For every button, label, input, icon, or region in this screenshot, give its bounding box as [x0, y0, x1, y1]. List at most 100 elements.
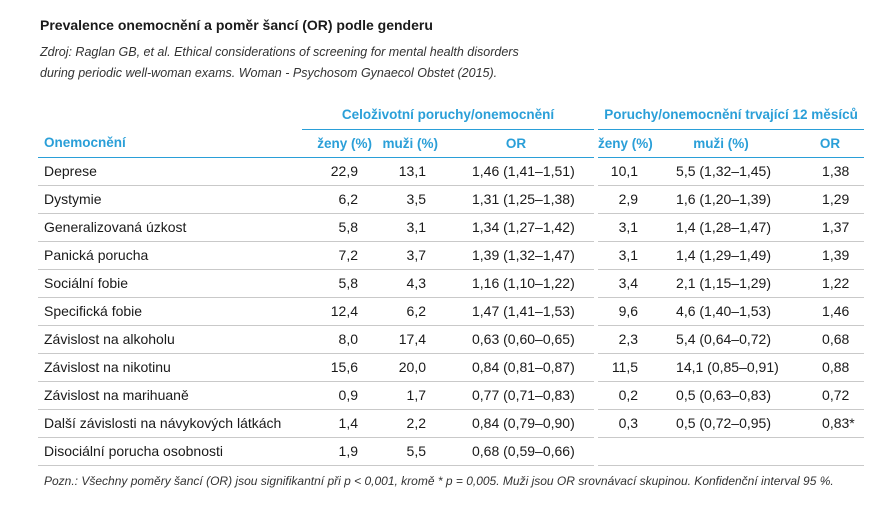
cell-men-lifetime: 4,3: [372, 269, 438, 298]
cell-women-lifetime: 12,4: [302, 297, 372, 326]
cell-men-lifetime: 1,7: [372, 381, 438, 410]
cell-men-lifetime: 2,2: [372, 409, 438, 438]
cell-disease: Další závislosti na návykových látkách: [38, 409, 302, 438]
cell-men-lifetime: 20,0: [372, 353, 438, 382]
cell-or-lifetime: 1,34 (1,27–1,42): [438, 213, 595, 242]
prevalence-table: Celoživotní poruchy/onemocnění Poruchy/o…: [38, 101, 865, 466]
table-row: Závislost na alkoholu 8,0 17,4 0,63 (0,60–0…: [38, 325, 865, 354]
table-row: Další závislosti na návykových látkách 1,…: [38, 409, 865, 438]
cell-women-lifetime: 0,9: [302, 381, 372, 410]
cell-or-lifetime: 1,16 (1,10–1,22): [438, 269, 595, 298]
table-row: Generalizovaná úzkost 5,8 3,1 1,34 (1,27–1,…: [38, 213, 865, 242]
cell-disease: Generalizovaná úzkost: [38, 213, 302, 242]
col-header-women-12m: ženy (%): [598, 129, 653, 158]
cell-women-lifetime: 1,4: [302, 409, 372, 438]
table-row: Závislost na nikotinu 15,6 20,0 0,84 (0,81–…: [38, 353, 865, 382]
cell-men-12m: 1,4 (1,28–1,47): [646, 213, 797, 242]
cell-men-12m: 5,4 (0,64–0,72): [646, 325, 797, 354]
table-row: Deprese 22,9 13,1 1,46 (1,41–1,51) 10,1 5,5 (…: [38, 157, 865, 186]
cell-women-lifetime: 15,6: [302, 353, 372, 382]
cell-women-lifetime: 5,8: [302, 213, 372, 242]
page-title: Prevalence onemocnění a poměr šancí (OR)…: [40, 17, 433, 33]
cell-women-lifetime: 8,0: [302, 325, 372, 354]
cell-or-lifetime: 0,77 (0,71–0,83): [438, 381, 595, 410]
cell-women-12m: 2,3: [598, 325, 647, 354]
cell-women-lifetime: 1,9: [302, 437, 372, 466]
cell-men-12m: 1,4 (1,29–1,49): [646, 241, 797, 270]
cell-or-12m: 0,68: [796, 325, 865, 354]
cell-men-lifetime: 6,2: [372, 297, 438, 326]
cell-women-12m: 0,3: [598, 409, 647, 438]
cell-or-lifetime: 1,39 (1,32–1,47): [438, 241, 595, 270]
cell-or-lifetime: 0,84 (0,81–0,87): [438, 353, 595, 382]
cell-disease: Závislost na marihuaně: [38, 381, 302, 410]
cell-disease: Panická porucha: [38, 241, 302, 270]
cell-disease: Závislost na nikotinu: [38, 353, 302, 382]
cell-disease: Deprese: [38, 157, 302, 186]
cell-or-lifetime: 1,47 (1,41–1,53): [438, 297, 595, 326]
cell-or-lifetime: 0,63 (0,60–0,65): [438, 325, 595, 354]
cell-or-12m: 1,37: [796, 213, 865, 242]
cell-or-lifetime: 1,46 (1,41–1,51): [438, 157, 595, 186]
column-header-row: Onemocnění ženy (%) muži (%) OR ženy (%)…: [38, 129, 865, 158]
col-header-or-12m: OR: [796, 129, 865, 158]
cell-women-12m: 3,1: [598, 213, 647, 242]
cell-men-lifetime: 3,1: [372, 213, 438, 242]
col-header-women-lifetime: ženy (%): [302, 129, 372, 158]
cell-women-12m: 3,4: [598, 269, 647, 298]
cell-or-12m: 0,88: [796, 353, 865, 382]
cell-or-12m: 1,38: [796, 157, 865, 186]
col-header-men-lifetime: muži (%): [372, 129, 438, 158]
cell-women-12m: 0,2: [598, 381, 647, 410]
cell-men-12m: 5,5 (1,32–1,45): [646, 157, 797, 186]
group-header-row: Celoživotní poruchy/onemocnění Poruchy/o…: [38, 101, 865, 130]
group-header-lifetime: Celoživotní poruchy/onemocnění: [302, 101, 595, 130]
cell-or-12m: 1,46: [796, 297, 865, 326]
cell-women-lifetime: 5,8: [302, 269, 372, 298]
cell-men-lifetime: 3,7: [372, 241, 438, 270]
col-header-disease: Onemocnění: [38, 129, 302, 158]
cell-women-12m: 3,1: [598, 241, 647, 270]
cell-women-lifetime: 22,9: [302, 157, 372, 186]
table-row: Dystymie 6,2 3,5 1,31 (1,25–1,38) 2,9 1,6 (1,…: [38, 185, 865, 214]
table-row: Disociální porucha osobnosti 1,9 5,5 0,68 (…: [38, 437, 865, 466]
source-line-2: during periodic well-woman exams. Woman …: [40, 66, 498, 80]
table-row: Sociální fobie 5,8 4,3 1,16 (1,10–1,22) 3,4 2…: [38, 269, 865, 298]
footnote: Pozn.: Všechny poměry šancí (OR) jsou si…: [44, 474, 834, 488]
cell-men-12m: 0,5 (0,72–0,95): [646, 409, 797, 438]
cell-women-12m: 2,9: [598, 185, 647, 214]
cell-women-lifetime: 7,2: [302, 241, 372, 270]
col-header-or-lifetime: OR: [438, 129, 595, 158]
col-header-men-12m: muži (%): [646, 129, 797, 158]
cell-or-12m: [796, 437, 865, 466]
cell-or-12m: 0,72: [796, 381, 865, 410]
cell-men-lifetime: 17,4: [372, 325, 438, 354]
cell-men-12m: 0,5 (0,63–0,83): [646, 381, 797, 410]
cell-men-lifetime: 3,5: [372, 185, 438, 214]
cell-or-12m: 1,39: [796, 241, 865, 270]
cell-men-12m: [646, 437, 797, 466]
cell-disease: Dystymie: [38, 185, 302, 214]
cell-men-lifetime: 13,1: [372, 157, 438, 186]
cell-or-lifetime: 0,68 (0,59–0,66): [438, 437, 595, 466]
cell-or-lifetime: 0,84 (0,79–0,90): [438, 409, 595, 438]
cell-women-12m: [598, 437, 647, 466]
table-body: Deprese 22,9 13,1 1,46 (1,41–1,51) 10,1 5,5 (…: [38, 157, 865, 466]
cell-men-12m: 2,1 (1,15–1,29): [646, 269, 797, 298]
source-citation: Zdroj: Raglan GB, et al. Ethical conside…: [40, 42, 600, 84]
table-row: Panická porucha 7,2 3,7 1,39 (1,32–1,47) 3,1…: [38, 241, 865, 270]
cell-disease: Sociální fobie: [38, 269, 302, 298]
source-line-1: Zdroj: Raglan GB, et al. Ethical conside…: [40, 45, 519, 59]
cell-or-12m: 0,83*: [796, 409, 865, 438]
cell-women-12m: 9,6: [598, 297, 647, 326]
cell-men-lifetime: 5,5: [372, 437, 438, 466]
cell-or-12m: 1,29: [796, 185, 865, 214]
table-row: Specifická fobie 12,4 6,2 1,47 (1,41–1,53) 9…: [38, 297, 865, 326]
cell-women-lifetime: 6,2: [302, 185, 372, 214]
cell-or-12m: 1,22: [796, 269, 865, 298]
cell-disease: Specifická fobie: [38, 297, 302, 326]
cell-or-lifetime: 1,31 (1,25–1,38): [438, 185, 595, 214]
group-header-12-months: Poruchy/onemocnění trvající 12 měsíců: [598, 101, 865, 130]
cell-disease: Disociální porucha osobnosti: [38, 437, 302, 466]
cell-disease: Závislost na alkoholu: [38, 325, 302, 354]
